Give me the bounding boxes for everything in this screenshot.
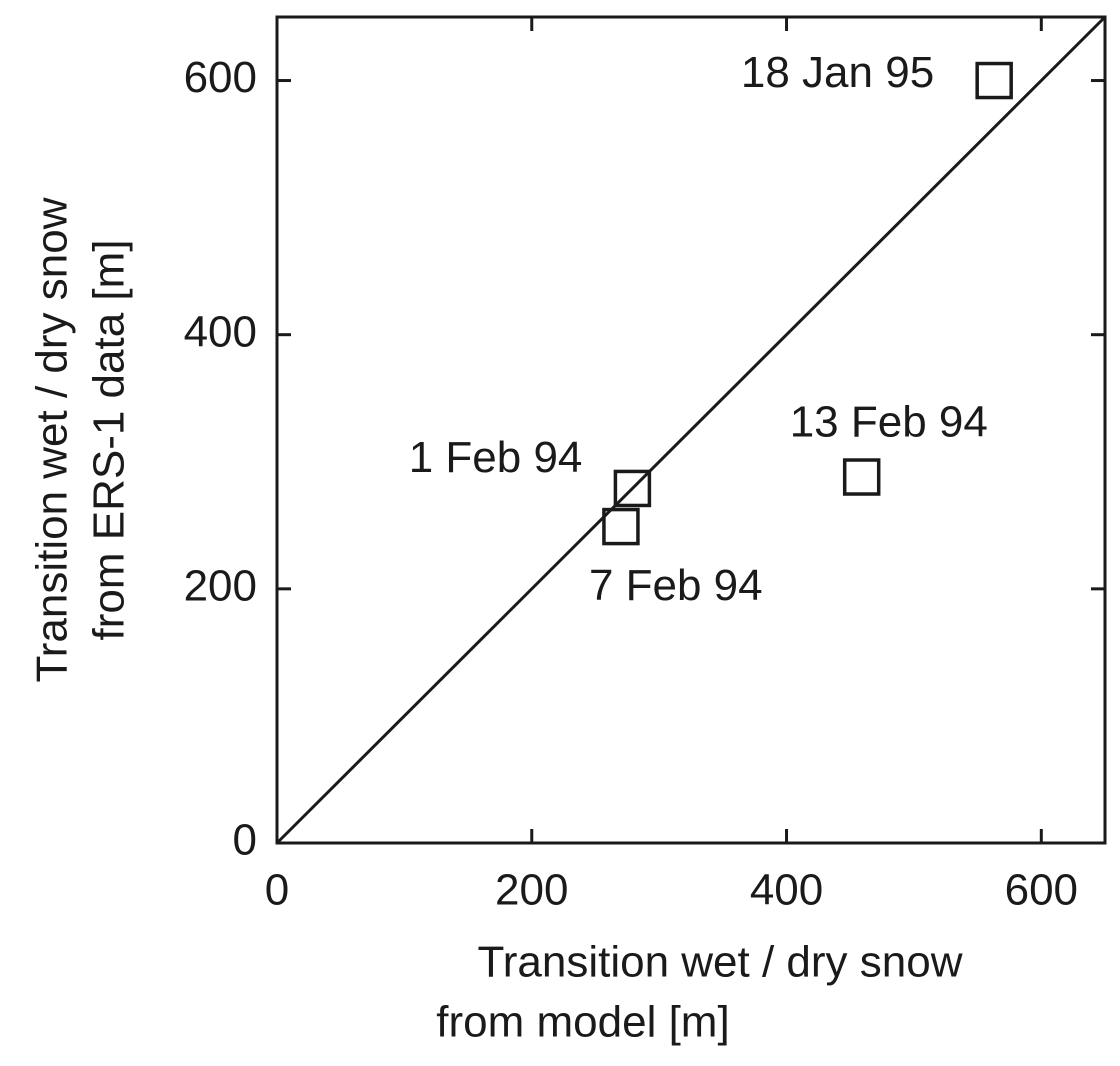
y-tick-label: 0 <box>233 816 257 865</box>
point-label: 1 Feb 94 <box>409 433 583 482</box>
y-tick-label: 200 <box>184 561 257 610</box>
x-tick-label: 400 <box>750 866 823 915</box>
x-tick-label: 0 <box>265 866 289 915</box>
y-tick-label: 400 <box>184 307 257 356</box>
identity-line <box>275 15 1107 845</box>
point-label: 18 Jan 95 <box>741 48 934 97</box>
x-tick-label: 200 <box>495 866 568 915</box>
plot-frame <box>275 15 1107 845</box>
point-label: 13 Feb 94 <box>790 398 988 447</box>
marker <box>613 469 652 508</box>
marker <box>842 458 881 496</box>
x-tick-label: 600 <box>1005 866 1078 915</box>
point-label: 7 Feb 94 <box>589 561 763 610</box>
y-axis-label-line: Transition wet / dry snow <box>28 197 77 682</box>
marker <box>602 507 640 546</box>
x-axis-label-line: Transition wet / dry snow <box>478 938 963 987</box>
x-axis-label-line: from model [m] <box>436 998 729 1047</box>
marker <box>975 61 1013 100</box>
y-axis-label-line: from ERS-1 data [m] <box>85 239 134 640</box>
y-tick-label: 600 <box>184 53 257 102</box>
y-axis-label: Transition wet / dry snow from ERS-1 dat… <box>28 197 134 682</box>
